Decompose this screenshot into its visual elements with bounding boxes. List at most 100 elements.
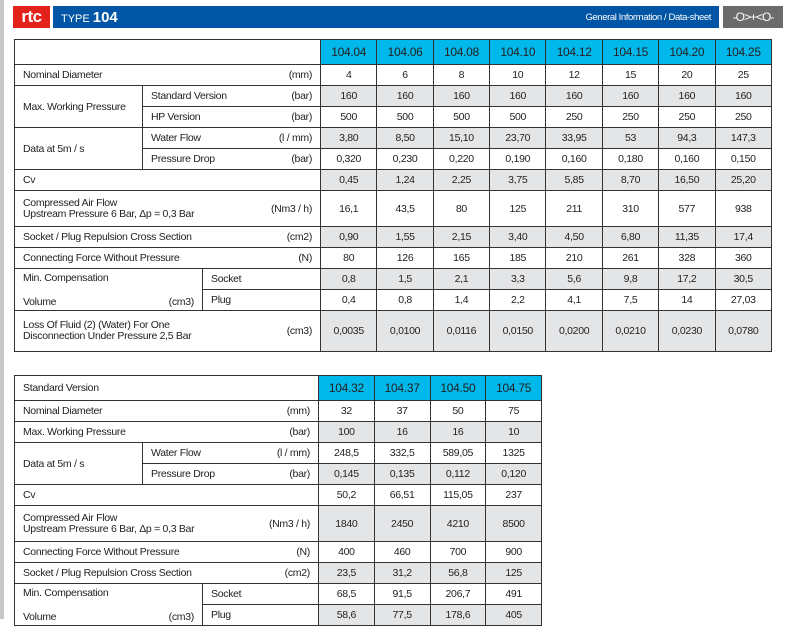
- sub-label-wrap: Pressure Drop (bar): [151, 153, 312, 165]
- value-cell: 1840: [318, 505, 375, 542]
- value-cell: 6: [376, 64, 434, 86]
- value: 15: [624, 69, 637, 81]
- model-column-header: 104.50: [429, 375, 487, 401]
- unit: (cm2): [284, 567, 311, 579]
- value-cell: 0,90: [320, 226, 378, 248]
- value-cell: 16,50: [658, 169, 716, 191]
- value-cell: 4210: [429, 505, 487, 542]
- row-label-wrap: Cv: [23, 489, 310, 501]
- value-cell: 8500: [485, 505, 542, 542]
- value-cell: 2,2: [489, 289, 547, 311]
- value: 250: [622, 111, 639, 123]
- value: 0,0780: [728, 325, 759, 337]
- sub-label-text: Water Flow: [151, 132, 201, 144]
- group-label-line2: Volume (cm3): [23, 296, 194, 308]
- sub-label-text: Socket: [211, 588, 242, 600]
- row-label-text: Socket / Plug Repulsion Cross Section: [23, 567, 192, 579]
- table-row: Connecting Force Without Pressure (N) 80 12…: [13, 247, 773, 269]
- value: 160: [340, 90, 358, 102]
- value-cell: 0,180: [601, 148, 660, 170]
- value: 160: [509, 90, 527, 102]
- value: 2,25: [451, 174, 472, 186]
- value: 8,70: [620, 174, 641, 186]
- value-cell: 1,55: [376, 226, 434, 248]
- table-row: Connecting Force Without Pressure (N) 400 4…: [14, 541, 542, 563]
- value: 491: [505, 588, 522, 600]
- sub-label-text: Plug: [211, 609, 231, 621]
- value: 8: [458, 69, 465, 81]
- group-label-text-2: Volume: [23, 610, 57, 623]
- value: 0,150: [730, 153, 756, 165]
- model-number: 104.04: [331, 45, 367, 59]
- value: 17,4: [733, 231, 754, 243]
- sub-label-text: Socket: [211, 273, 242, 285]
- value: 589,05: [442, 447, 474, 459]
- value: 77,5: [392, 609, 413, 621]
- value-cell: 237: [485, 484, 542, 506]
- row-label-text: Cv: [23, 489, 36, 501]
- value: 0,0210: [615, 325, 646, 337]
- row-label: Connecting Force Without Pressure (N): [14, 541, 319, 563]
- value: 0,160: [561, 153, 587, 165]
- value: 0,8: [398, 294, 412, 306]
- value-cell: 577: [658, 190, 716, 227]
- value-cell: 56,8: [429, 562, 487, 584]
- value-cell: 165: [432, 247, 491, 269]
- value-cell: 185: [489, 247, 547, 269]
- value-cell: 500: [320, 106, 378, 128]
- table-row: Min. Compensation Volume (cm3) Socket 0,8 1,5…: [14, 268, 773, 311]
- value-cell: 0,0210: [601, 310, 660, 352]
- sub-label-wrap: Pressure Drop (bar): [151, 468, 310, 480]
- model-column-header: 104.25: [714, 39, 773, 65]
- unit: (mm): [286, 405, 311, 417]
- value: 43,5: [395, 202, 415, 215]
- table-title: Standard Version: [14, 375, 319, 401]
- value: 0,45: [339, 174, 359, 186]
- value-cell: 1,24: [376, 169, 434, 191]
- unit: (bar): [289, 468, 310, 480]
- row-label-lines: Compressed Air Flow Upstream Pressure 6 B…: [23, 197, 195, 220]
- title-bar: TYPE 104 General Information / Data-sheet: [53, 6, 719, 28]
- value: 7,5: [623, 294, 638, 306]
- row-label-wrap: Compressed Air Flow Upstream Pressure 6 B…: [23, 197, 312, 220]
- value: 0,0200: [558, 325, 590, 337]
- value-cell: 0,160: [658, 148, 716, 170]
- model-number: 104.10: [500, 45, 536, 59]
- value-cell: 16: [373, 421, 431, 443]
- model-number: 104.37: [384, 381, 420, 395]
- value-cell: 77,5: [373, 604, 431, 626]
- value: 211: [566, 202, 583, 215]
- model-column-header: 104.04: [320, 39, 378, 65]
- value-cell: 75: [485, 400, 542, 422]
- value-cell: 91,5: [373, 583, 431, 605]
- value: 2,15: [451, 231, 472, 243]
- value-cell: 27,03: [714, 289, 773, 311]
- table-row: Socket / Plug Repulsion Cross Section (cm…: [14, 562, 542, 584]
- value-cell: 938: [714, 190, 773, 227]
- value-cell: 32: [318, 400, 375, 422]
- value-cell: 17,2: [658, 268, 716, 290]
- value: 500: [396, 111, 414, 123]
- value: 14: [681, 294, 693, 306]
- model-column-header: 104.75: [485, 375, 542, 401]
- unit: (cm3): [286, 325, 313, 337]
- value: 33,95: [561, 132, 587, 144]
- value-cell: 900: [485, 541, 542, 563]
- value-cell: 2,25: [432, 169, 491, 191]
- sub-label: Plug: [202, 604, 319, 626]
- sub-label-wrap: Standard Version (bar): [151, 90, 312, 102]
- row-label: Loss Of Fluid (2) (Water) For One Disconn…: [13, 310, 322, 352]
- row-label-text: Cv: [23, 174, 36, 186]
- row-label-text-2: Upstream Pressure 6 Bar, Δp = 0,3 Bar: [23, 207, 195, 220]
- value: 10: [512, 69, 524, 81]
- value-cell: 50,2: [318, 484, 375, 506]
- value-cell: 460: [373, 541, 431, 563]
- table-row: Data at 5m / s Water Flow (l / mm) 3,80 8,50…: [14, 127, 773, 170]
- value: 210: [565, 252, 583, 264]
- value-cell: 0,45: [320, 169, 378, 191]
- row-label-lines: Loss Of Fluid (2) (Water) For One Disconn…: [23, 320, 192, 342]
- value-cell: 250: [714, 106, 773, 128]
- value: 1,5: [398, 273, 412, 285]
- value-cell: 126: [376, 247, 434, 269]
- sub-label-text: Standard Version: [151, 90, 227, 102]
